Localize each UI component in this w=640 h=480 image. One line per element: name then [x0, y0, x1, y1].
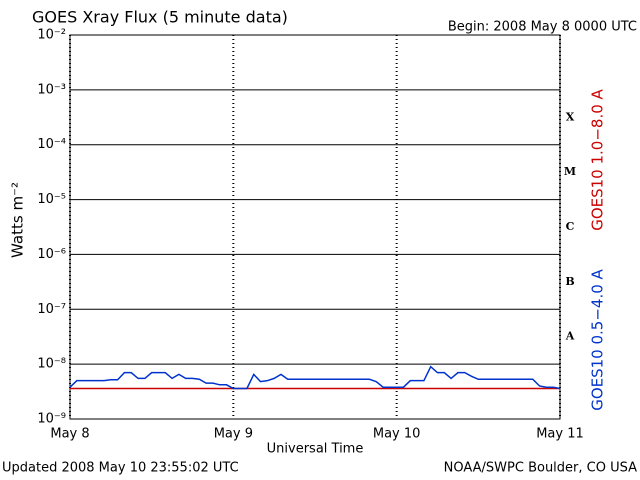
flare-class-label: C: [566, 220, 575, 233]
y-tick-label: 10⁻⁴: [37, 137, 66, 152]
x-tick-label: May 9: [214, 427, 253, 442]
subtitle: Begin: 2008 May 8 0000 UTC: [448, 20, 637, 35]
y-tick-label: 10⁻⁸: [37, 357, 66, 372]
chart-title: GOES Xray Flux (5 minute data): [32, 8, 288, 27]
footer-left: Updated 2008 May 10 23:55:02 UTC: [2, 461, 239, 476]
y-axis-label: Watts m⁻²: [9, 182, 27, 258]
y-tick-label: 10⁻⁶: [37, 247, 66, 262]
legend-entry: GOES10 1.0−8.0 A: [589, 88, 607, 230]
flare-class-label: M: [564, 165, 576, 178]
flare-class-label: B: [565, 275, 574, 288]
y-tick-label: 10⁻⁹: [37, 412, 66, 427]
y-tick-label: 10⁻⁵: [37, 192, 66, 207]
x-tick-label: May 10: [373, 427, 421, 442]
plot-frame: [69, 34, 561, 420]
x-tick-label: May 8: [50, 427, 89, 442]
footer-right: NOAA/SWPC Boulder, CO USA: [444, 461, 637, 476]
x-axis-label: Universal Time: [267, 442, 364, 457]
flare-class-label: X: [566, 110, 575, 123]
x-tick-label: May 11: [536, 427, 584, 442]
y-tick-label: 10⁻⁷: [37, 302, 66, 317]
y-tick-label: 10⁻³: [37, 82, 66, 97]
legend-entry: GOES10 0.5−4.0 A: [589, 268, 607, 410]
flare-class-label: A: [565, 330, 575, 343]
series-line: [69, 365, 561, 390]
y-tick-label: 10⁻²: [37, 28, 66, 43]
